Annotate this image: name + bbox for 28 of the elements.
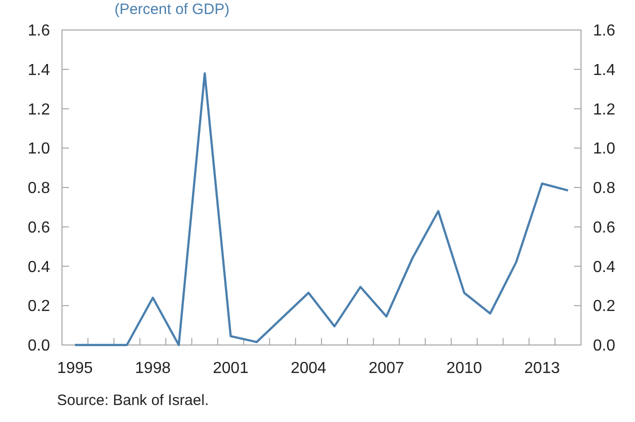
y-tick-label: 1.2 bbox=[28, 101, 50, 118]
x-tick-label: 2007 bbox=[368, 360, 404, 377]
y2-tick-label: 0.8 bbox=[593, 180, 616, 198]
y2-tick-label: 0.4 bbox=[593, 258, 616, 276]
y-tick-label: 0.6 bbox=[28, 219, 50, 236]
x-tick-label: 2010 bbox=[446, 360, 482, 377]
y2-tick-label: 0.0 bbox=[593, 338, 616, 355]
y-tick-label: 0.8 bbox=[28, 180, 50, 198]
source-note: Source: Bank of Israel. bbox=[57, 392, 209, 409]
y2-tick-label: 1.6 bbox=[593, 22, 616, 40]
x-tick-label: 2001 bbox=[212, 360, 249, 377]
x-tick-label: 2004 bbox=[290, 360, 326, 377]
y-tick-label: 0.2 bbox=[28, 298, 50, 316]
y2-tick-label: 0.2 bbox=[593, 298, 616, 316]
y-tick-label: 0.0 bbox=[28, 338, 50, 355]
y2-tick-label: 0.6 bbox=[593, 219, 616, 236]
y2-tick-label: 1.2 bbox=[593, 101, 616, 118]
x-tick-label: 1998 bbox=[135, 360, 171, 377]
y2-tick-label: 1.4 bbox=[593, 62, 616, 79]
y-tick-label: 0.4 bbox=[28, 258, 50, 276]
y-tick-label: 1.0 bbox=[28, 140, 50, 158]
y2-tick-label: 1.0 bbox=[593, 140, 616, 158]
x-tick-label: 1995 bbox=[57, 360, 93, 377]
y-tick-label: 1.6 bbox=[28, 22, 50, 40]
x-tick-label: 2013 bbox=[524, 360, 560, 377]
line-series bbox=[74, 72, 570, 346]
chart-subtitle: (Percent of GDP) bbox=[114, 1, 230, 18]
y-tick-label: 1.4 bbox=[28, 62, 50, 79]
